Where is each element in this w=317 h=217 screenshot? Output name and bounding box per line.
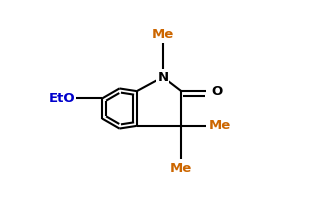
Text: EtO: EtO [48,92,75,105]
Text: Me: Me [170,162,192,175]
Text: Me: Me [208,119,231,132]
Text: N: N [157,71,168,84]
Text: Me: Me [152,28,174,41]
Text: O: O [212,85,223,98]
